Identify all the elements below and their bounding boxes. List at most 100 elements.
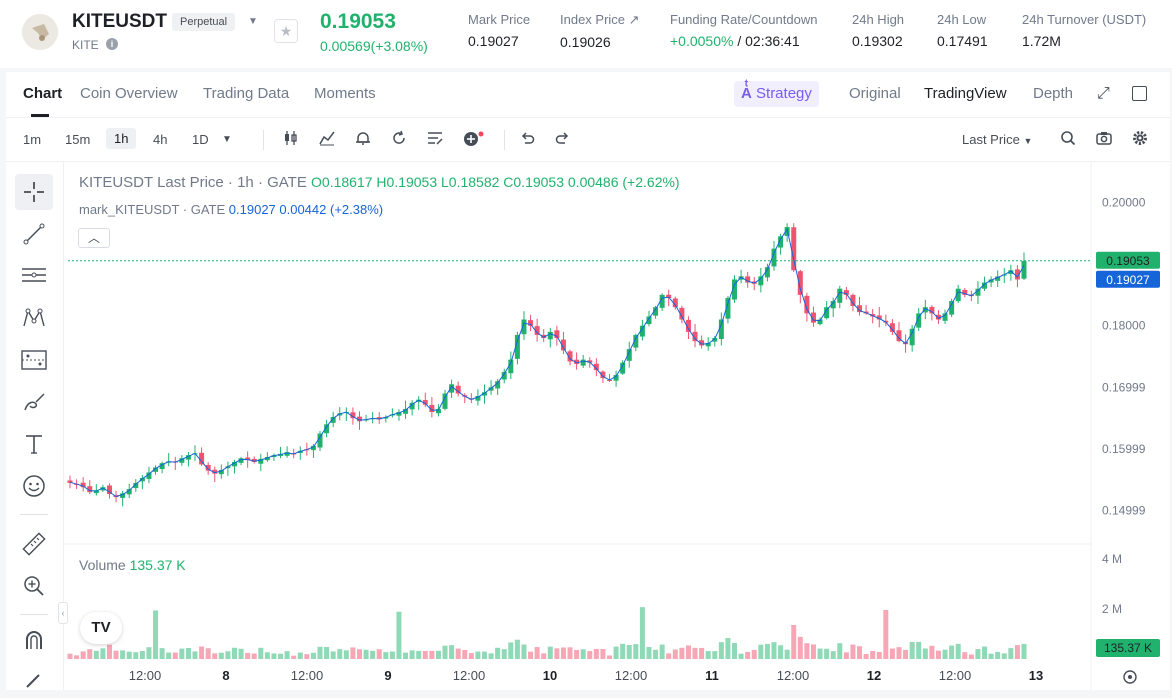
- volume-bar: [607, 655, 613, 659]
- ruler-tool-icon[interactable]: [15, 526, 53, 562]
- strategy-button[interactable]: Aͭ Strategy: [734, 81, 819, 107]
- volume-bar: [988, 653, 994, 659]
- candle-body: [626, 349, 632, 361]
- tab-depth[interactable]: Depth: [1033, 85, 1074, 102]
- magnet-tool-icon[interactable]: [15, 622, 53, 658]
- volume-bar: [685, 645, 691, 659]
- stat-mark-price: Mark Price 0.19027: [468, 12, 530, 49]
- volume-bar: [738, 653, 744, 659]
- candle-body: [185, 455, 191, 460]
- volume-bar: [514, 639, 520, 659]
- volume-bar: [626, 644, 632, 659]
- undo-icon[interactable]: [519, 130, 535, 150]
- candle-body: [455, 385, 461, 394]
- candle-body: [712, 338, 718, 342]
- funding-rate-value: +0.0050%: [670, 33, 734, 49]
- stat-label: 24h Turnover (USDT): [1022, 12, 1147, 27]
- tab-original[interactable]: Original: [849, 85, 901, 102]
- camera-icon[interactable]: [1096, 130, 1112, 150]
- volume-bar: [824, 648, 830, 659]
- emoji-tool-icon[interactable]: [15, 468, 53, 504]
- candle-body: [922, 307, 928, 313]
- text-tool-icon[interactable]: [15, 426, 53, 462]
- volume-bar: [218, 652, 224, 659]
- interval-1m[interactable]: 1m: [23, 132, 42, 147]
- stat-index-price[interactable]: Index Price ↗ 0.19026: [560, 12, 640, 50]
- symbol-dropdown-icon[interactable]: ▼: [248, 16, 258, 27]
- volume-bar: [389, 651, 395, 659]
- candle-body: [679, 307, 685, 320]
- expand-icon[interactable]: ⤢: [1097, 85, 1110, 102]
- add-indicator-icon[interactable]: [463, 130, 485, 152]
- trend-line-tool-icon[interactable]: [15, 216, 53, 252]
- fullscreen-icon[interactable]: [1132, 86, 1147, 101]
- volume-bar: [324, 647, 330, 659]
- tab-tradingview[interactable]: TradingView: [924, 85, 1007, 102]
- collapse-legend-button[interactable]: ︿: [78, 228, 110, 248]
- replay-icon[interactable]: [391, 130, 407, 150]
- templates-icon[interactable]: [427, 130, 443, 150]
- candle-body: [672, 298, 678, 308]
- interval-4h[interactable]: 4h: [153, 132, 168, 147]
- forecast-tool-icon[interactable]: [15, 342, 53, 378]
- volume-bar: [376, 649, 382, 659]
- search-icon[interactable]: [1060, 130, 1076, 150]
- volume-bar: [857, 646, 863, 659]
- pattern-tool-icon[interactable]: [15, 300, 53, 336]
- target-icon[interactable]: [1123, 670, 1137, 684]
- volume-bar: [705, 651, 711, 659]
- candle-body: [251, 458, 257, 462]
- volume-bar: [403, 652, 409, 659]
- redo-icon[interactable]: [555, 130, 571, 150]
- crosshair-tool-icon[interactable]: [15, 174, 53, 210]
- tab-chart[interactable]: Chart: [23, 85, 63, 102]
- volume-bar: [672, 649, 678, 659]
- volume-bar: [580, 649, 586, 659]
- candle-body: [870, 314, 876, 317]
- chart-toolbar: 1m 15m 1h 4h 1D ▼ Last Price ▼: [6, 118, 1170, 162]
- candle-body: [330, 416, 336, 423]
- candle-body: [587, 360, 593, 363]
- zoom-in-tool-icon[interactable]: [15, 568, 53, 604]
- interval-1h[interactable]: 1h: [106, 128, 137, 149]
- volume-bar: [87, 649, 93, 659]
- pencil-lock-tool-icon[interactable]: [15, 662, 53, 698]
- stat-label: Index Price ↗: [560, 12, 640, 27]
- favorite-star-icon[interactable]: ★: [274, 19, 298, 43]
- volume-bar: [192, 651, 198, 659]
- candle-body: [1008, 270, 1014, 274]
- tab-moments[interactable]: Moments: [314, 85, 376, 102]
- price-type-select[interactable]: Last Price ▼: [962, 132, 1032, 147]
- settings-gear-icon[interactable]: [1132, 130, 1148, 150]
- volume-bar: [383, 652, 389, 659]
- tab-coin-overview[interactable]: Coin Overview: [80, 85, 178, 102]
- candle-type-icon[interactable]: [283, 130, 299, 150]
- candle-body: [804, 295, 810, 314]
- interval-1d[interactable]: 1D: [192, 132, 209, 147]
- price-chart[interactable]: 0.20000 0.18000 0.16999 0.15999 0.14999 12:0…: [6, 162, 1170, 690]
- stat-label: 24h High: [852, 12, 905, 27]
- volume-bar: [521, 644, 527, 659]
- candle-body: [310, 445, 316, 451]
- horizontal-lines-tool-icon[interactable]: [15, 258, 53, 294]
- candle-body: [685, 319, 691, 332]
- expand-sidebar-chevron-icon[interactable]: ‹: [58, 602, 68, 624]
- stat-value: 1.72M: [1022, 33, 1061, 49]
- svg-text:0.19053: 0.19053: [1106, 254, 1150, 268]
- interval-15m[interactable]: 15m: [65, 132, 91, 147]
- mark-legend-label: mark_KITEUSDT · GATE: [79, 202, 226, 217]
- info-icon[interactable]: i: [106, 38, 118, 50]
- interval-dropdown-icon[interactable]: ▼: [222, 134, 232, 145]
- indicators-icon[interactable]: [319, 130, 335, 150]
- candle-body: [541, 334, 547, 339]
- volume-bar: [758, 644, 764, 659]
- candle-body: [403, 408, 409, 414]
- alert-icon[interactable]: [355, 130, 371, 150]
- symbol-name[interactable]: KITEUSDT: [72, 11, 167, 32]
- volume-bar: [751, 649, 757, 659]
- svg-text:135.37 K: 135.37 K: [1104, 641, 1152, 655]
- volume-axis: 4 M 2 M: [1102, 552, 1122, 616]
- brush-tool-icon[interactable]: [15, 384, 53, 420]
- candle-body: [764, 267, 770, 278]
- tab-trading-data[interactable]: Trading Data: [203, 85, 290, 102]
